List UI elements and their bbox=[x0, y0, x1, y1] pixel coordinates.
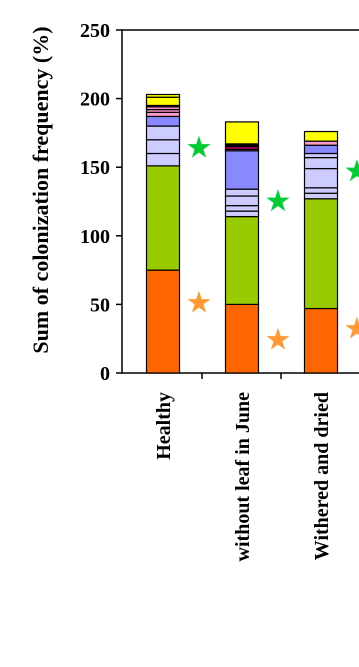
bar-segment bbox=[303, 156, 339, 170]
bar-segment bbox=[145, 93, 181, 98]
y-tick-label: 250 bbox=[80, 20, 110, 42]
y-tick-label: 50 bbox=[90, 294, 110, 316]
bar-segment bbox=[303, 140, 339, 146]
bar-segment bbox=[224, 121, 260, 145]
star-marker: ★ bbox=[186, 286, 213, 321]
bar-segment bbox=[145, 139, 181, 155]
bar-segment bbox=[224, 188, 260, 197]
x-category-label: Healthy bbox=[153, 392, 175, 460]
bar-segment bbox=[145, 115, 181, 127]
bar-segment bbox=[303, 152, 339, 159]
bar-stack bbox=[303, 130, 339, 374]
bar-segment bbox=[224, 210, 260, 218]
x-category-label: without leaf in June bbox=[232, 392, 254, 562]
star-marker: ★ bbox=[186, 131, 213, 166]
y-axis-label: Sum of colonization frequency (%) bbox=[28, 26, 53, 353]
star-marker: ★ bbox=[265, 323, 292, 358]
y-tick-label: 100 bbox=[80, 226, 110, 248]
bar-segment bbox=[224, 195, 260, 207]
x-category-label: Withered and dried bbox=[311, 392, 333, 560]
bar-segment bbox=[303, 144, 339, 155]
bar-segment bbox=[303, 187, 339, 194]
significance-markers: ★ ★ ★ ★ ★ ★ bbox=[186, 131, 359, 358]
star-marker: ★ bbox=[344, 312, 359, 347]
bar-segment bbox=[303, 167, 339, 189]
star-marker: ★ bbox=[344, 154, 359, 189]
y-tick-label: 0 bbox=[100, 363, 110, 385]
bar-segment bbox=[145, 152, 181, 167]
bar-segment bbox=[145, 165, 181, 271]
bar-stack bbox=[145, 93, 181, 374]
bar-segment bbox=[145, 125, 181, 141]
bar-stack bbox=[224, 121, 260, 374]
bars-group bbox=[145, 93, 339, 374]
bar-segment bbox=[303, 307, 339, 374]
bar-segment bbox=[224, 205, 260, 212]
bar-segment bbox=[224, 215, 260, 305]
star-marker: ★ bbox=[265, 184, 292, 219]
bar-segment bbox=[145, 111, 181, 118]
bar-segment bbox=[145, 96, 181, 107]
bar-segment bbox=[145, 269, 181, 374]
bar-segment bbox=[224, 303, 260, 374]
y-tick-label: 200 bbox=[80, 89, 110, 111]
bar-segment bbox=[303, 130, 339, 142]
y-tick-label: 150 bbox=[80, 157, 110, 179]
bar-segment bbox=[303, 198, 339, 310]
axes-group: 0 50 100 150 200 250 Healthy without leaf in Ju… bbox=[80, 20, 333, 561]
bar-segment bbox=[224, 150, 260, 190]
bar-segment bbox=[303, 192, 339, 200]
